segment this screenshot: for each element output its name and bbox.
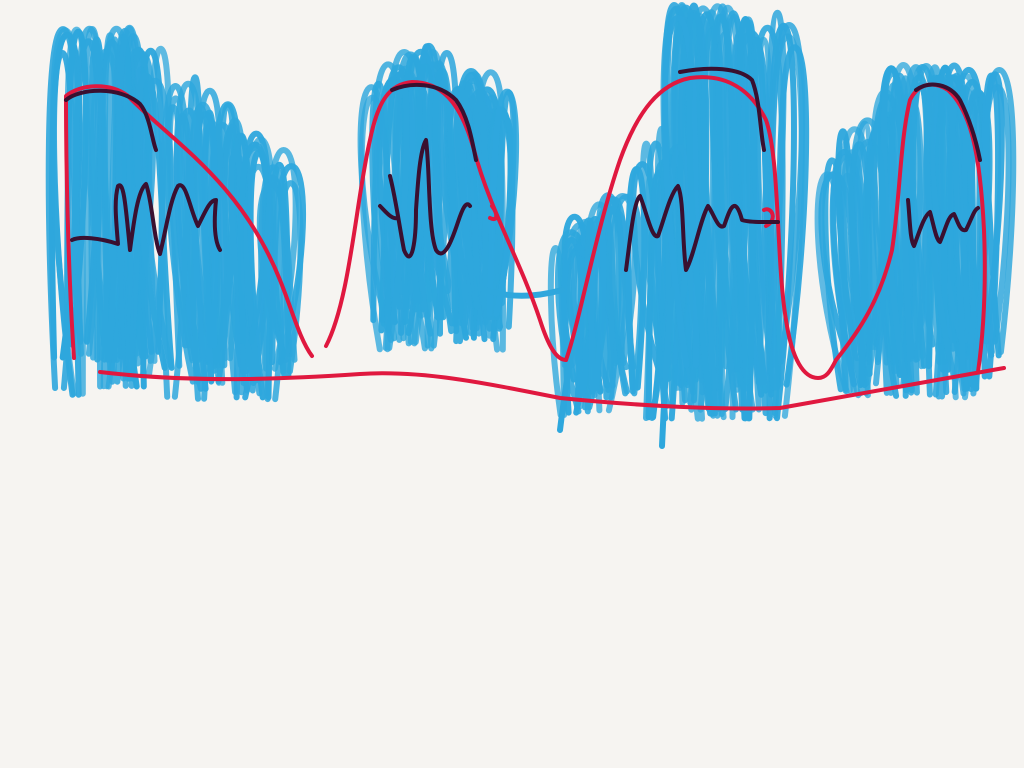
- blue-stroke: [750, 36, 781, 391]
- blue-stroke: [358, 94, 391, 353]
- blue-stroke: [830, 148, 866, 388]
- blue-stroke: [625, 166, 648, 391]
- blue-stroke: [588, 218, 607, 391]
- blue-stroke: [835, 128, 868, 389]
- blue-stray-stroke: [477, 285, 565, 299]
- blue-stroke: [263, 147, 299, 372]
- dark-hump-2-outline: [378, 82, 478, 259]
- blue-scribble-hump-2: [357, 42, 520, 353]
- blue-stroke: [768, 22, 806, 365]
- blue-scribble-layer: [45, 2, 1017, 449]
- red-dot-2: [762, 207, 775, 228]
- blue-stroke: [45, 26, 80, 391]
- red-dot-1: [488, 204, 499, 221]
- blue-stroke: [115, 24, 143, 382]
- dark-hump-4-outline: [906, 82, 982, 248]
- blue-stroke: [402, 53, 435, 352]
- blue-stroke: [880, 65, 915, 394]
- red-ground-line: [98, 366, 1006, 411]
- dark-outline-layer: [64, 66, 982, 272]
- blue-stroke: [166, 95, 201, 364]
- blue-stroke: [432, 67, 460, 335]
- blue-stroke: [486, 88, 520, 317]
- blue-stroke: [228, 149, 262, 384]
- blue-stroke: [857, 144, 886, 397]
- blue-stroke: [947, 72, 983, 401]
- blue-stroke: [923, 74, 967, 381]
- dark-hump-1-outline: [64, 88, 222, 256]
- dark-hump-3-outline: [624, 66, 780, 272]
- blue-stroke: [560, 244, 591, 368]
- blue-stroke: [856, 120, 879, 351]
- blue-stroke: [709, 13, 750, 386]
- blue-stray-stroke: [659, 287, 675, 449]
